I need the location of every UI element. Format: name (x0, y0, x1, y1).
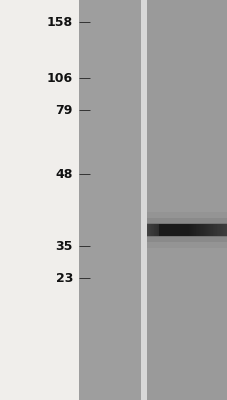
Bar (178, 224, 179, 236)
Bar (214, 224, 215, 236)
Bar (188, 224, 189, 236)
Bar (153, 224, 154, 236)
Bar (181, 224, 182, 236)
Bar (194, 224, 195, 236)
Bar (146, 223, 227, 237)
Bar (215, 224, 216, 236)
Bar (183, 224, 184, 236)
Bar (0, 0, 78, 400)
Text: 23: 23 (55, 272, 73, 284)
Bar (191, 224, 192, 236)
Bar (193, 224, 194, 236)
Bar (189, 224, 190, 236)
Bar (173, 224, 174, 236)
Bar (149, 224, 150, 236)
Bar (162, 224, 163, 236)
Text: 79: 79 (55, 104, 73, 116)
Bar (164, 224, 165, 236)
Bar (209, 224, 210, 236)
Bar (216, 224, 217, 236)
Bar (190, 224, 191, 236)
Bar (222, 224, 223, 236)
Bar (146, 212, 227, 248)
Text: 158: 158 (47, 16, 73, 28)
Bar (220, 224, 221, 236)
Bar (156, 224, 157, 236)
Bar (166, 224, 167, 236)
Bar (197, 224, 198, 236)
Bar (168, 224, 169, 236)
Bar (171, 224, 172, 236)
Bar (177, 224, 178, 236)
Text: 106: 106 (47, 72, 73, 84)
Bar (203, 224, 204, 236)
Bar (202, 224, 203, 236)
Bar (157, 224, 158, 236)
Bar (221, 224, 222, 236)
Bar (159, 224, 160, 236)
Bar (185, 224, 186, 236)
Bar (184, 224, 185, 236)
Bar (155, 224, 156, 236)
Bar (182, 224, 183, 236)
Bar (218, 224, 219, 236)
Bar (199, 224, 200, 236)
Bar (146, 224, 147, 236)
Text: 35: 35 (55, 240, 73, 252)
Bar (211, 224, 212, 236)
Bar (207, 224, 208, 236)
Bar (148, 224, 149, 236)
Bar (196, 224, 197, 236)
Bar (195, 224, 196, 236)
Bar (146, 218, 227, 242)
Bar (208, 224, 209, 236)
Bar (151, 224, 152, 236)
Bar (160, 224, 161, 236)
Bar (169, 224, 170, 236)
Bar (172, 224, 173, 236)
Bar (175, 224, 176, 236)
Bar (200, 224, 201, 236)
Bar (219, 224, 220, 236)
Bar (141, 0, 146, 400)
Bar (165, 224, 166, 236)
Bar (167, 224, 168, 236)
Bar (170, 224, 171, 236)
Bar (78, 0, 141, 400)
Bar (147, 224, 148, 236)
Bar (192, 224, 193, 236)
Bar (213, 224, 214, 236)
Bar (187, 224, 188, 236)
Bar (205, 224, 206, 236)
Bar (204, 224, 205, 236)
Bar (158, 224, 159, 236)
Bar (180, 224, 181, 236)
Bar (206, 224, 207, 236)
Bar (226, 224, 227, 236)
Bar (179, 224, 180, 236)
Bar (217, 224, 218, 236)
Bar (174, 224, 175, 236)
Bar (223, 224, 224, 236)
Bar (201, 224, 202, 236)
Bar (146, 0, 227, 400)
Bar (210, 224, 211, 236)
Bar (225, 224, 226, 236)
Bar (212, 224, 213, 236)
Bar (198, 224, 199, 236)
Bar (186, 224, 187, 236)
Bar (161, 224, 162, 236)
Text: 48: 48 (55, 168, 73, 180)
Bar (154, 224, 155, 236)
Bar (163, 224, 164, 236)
Bar (154, 224, 155, 236)
Bar (152, 224, 153, 236)
Bar (224, 224, 225, 236)
Bar (150, 224, 151, 236)
Bar (176, 224, 177, 236)
